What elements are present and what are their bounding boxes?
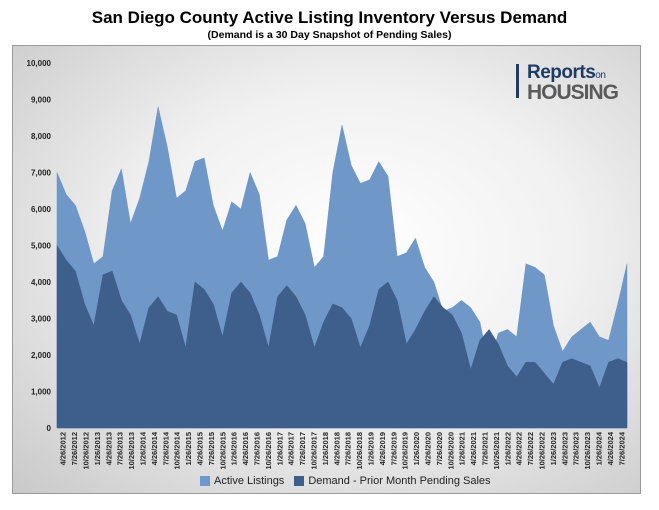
x-tick-label: 1/26/2014 (139, 431, 148, 465)
x-tick-label: 1/26/2018 (321, 432, 330, 465)
x-tick-label: 10/26/2016 (264, 432, 273, 470)
x-tick-label: 4/26/2012 (59, 432, 68, 465)
x-tick-label: 4/26/2016 (241, 432, 250, 465)
x-tick-label: 10/26/2022 (538, 432, 547, 470)
y-tick-label: 7,000 (31, 169, 52, 178)
logo-line1-suffix: on (595, 70, 606, 81)
x-tick-label: 4/26/2019 (378, 432, 387, 465)
y-tick-label: 2,000 (31, 351, 52, 360)
x-tick-label: 10/26/2017 (310, 432, 319, 470)
x-tick-label: 1/26/2021 (458, 432, 467, 465)
logo-line2: HOUSING (527, 81, 619, 104)
x-tick-label: 4/26/2014 (150, 431, 159, 465)
y-tick-label: 4,000 (31, 278, 52, 287)
x-tick-label: 10/26/2012 (82, 432, 91, 470)
chart-subtitle: (Demand is a 30 Day Snapshot of Pending … (207, 29, 452, 41)
logo-mark-icon (516, 64, 528, 98)
x-tick-label: 4/26/2020 (424, 432, 433, 465)
logo-line1: Reports (527, 62, 596, 83)
reports-on-housing-logo: Reportson HOUSING (513, 62, 638, 104)
legend-label-demand: Demand - Prior Month Pending Sales (308, 475, 491, 487)
x-tick-label: 7/26/2024 (617, 431, 626, 465)
legend-item-demand: Demand - Prior Month Pending Sales (294, 475, 491, 487)
x-tick-label: 7/26/2014 (161, 431, 170, 465)
x-tick-label: 1/26/2023 (549, 432, 558, 465)
y-tick-label: 1,000 (31, 388, 52, 397)
x-tick-label: 4/26/2015 (196, 432, 205, 465)
y-tick-label: 8,000 (31, 132, 52, 141)
x-tick-label: 7/26/2023 (572, 432, 581, 465)
legend-label-active-listings: Active Listings (214, 475, 285, 487)
x-tick-label: 10/26/2020 (446, 432, 455, 470)
x-tick-label: 4/26/2018 (332, 432, 341, 465)
legend-swatch-demand (294, 476, 305, 487)
x-tick-label: 1/26/2016 (230, 432, 239, 465)
y-tick-label: 3,000 (31, 315, 52, 324)
legend-swatch-active-listings (200, 476, 210, 487)
x-tick-label: 4/26/2017 (287, 432, 296, 465)
legend-item-active-listings: Active Listings (200, 475, 284, 487)
y-tick-label: 9,000 (31, 96, 52, 105)
x-tick-label: 4/26/2023 (560, 432, 569, 465)
x-tick-label: 10/26/2021 (492, 432, 501, 470)
x-tick-label: 1/26/2020 (412, 432, 421, 465)
x-tick-label: 10/26/2019 (401, 432, 410, 470)
x-tick-label: 4/26/2021 (469, 432, 478, 465)
x-tick-label: 7/26/2022 (526, 432, 535, 465)
x-tick-label: 10/26/2013 (127, 432, 136, 470)
x-tick-label: 7/26/2021 (481, 432, 490, 465)
x-tick-label: 1/26/2019 (367, 432, 376, 465)
x-tick-label: 10/26/2014 (173, 431, 182, 469)
y-tick-label: 0 (47, 424, 52, 433)
x-tick-label: 7/26/2013 (116, 432, 125, 465)
y-tick-label: 6,000 (31, 205, 52, 214)
x-tick-label: 7/26/2012 (70, 432, 79, 465)
x-tick-label: 10/26/2023 (583, 432, 592, 470)
chart-legend: Active Listings Demand - Prior Month Pen… (200, 475, 491, 487)
x-tick-label: 7/26/2018 (344, 432, 353, 465)
x-tick-label: 1/26/2013 (93, 432, 102, 465)
x-tick-label: 1/26/2022 (503, 432, 512, 465)
x-tick-label: 1/26/2024 (595, 431, 604, 465)
y-tick-label: 10,000 (27, 59, 52, 68)
y-tick-label: 5,000 (31, 242, 52, 251)
x-tick-label: 4/26/2013 (104, 432, 113, 465)
series-area-demand (56, 244, 628, 429)
x-tick-label: 1/26/2017 (275, 432, 284, 465)
x-tick-label: 4/26/2022 (515, 432, 524, 465)
x-tick-label: 7/26/2019 (389, 432, 398, 465)
x-tick-label: 7/26/2016 (253, 432, 262, 465)
x-tick-label: 7/26/2020 (435, 432, 444, 465)
x-tick-label: 1/26/2015 (184, 432, 193, 465)
x-tick-label: 7/26/2017 (298, 432, 307, 465)
x-tick-label: 10/26/2015 (218, 432, 227, 470)
chart-title: San Diego County Active Listing Inventor… (91, 8, 568, 27)
x-tick-label: 7/26/2015 (207, 432, 216, 465)
x-tick-label: 4/26/2024 (606, 431, 615, 465)
x-tick-label: 10/26/2018 (355, 432, 364, 470)
